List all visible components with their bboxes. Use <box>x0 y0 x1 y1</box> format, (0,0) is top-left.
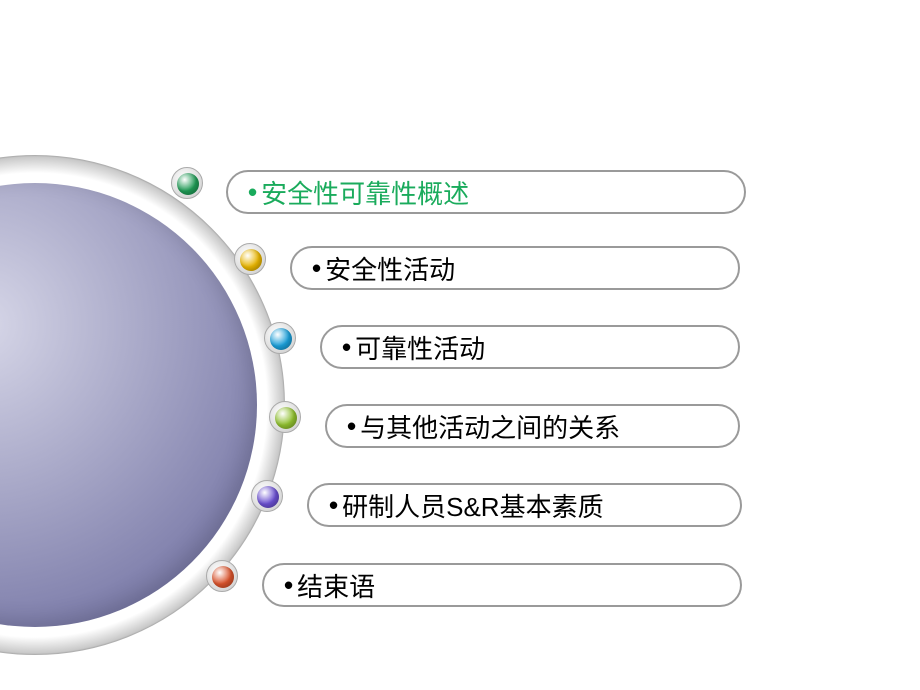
menu-pill-label: 研制人员S&R基本素质 <box>342 487 603 524</box>
node-dot-inner <box>257 486 279 508</box>
menu-pill[interactable]: •结束语 <box>262 563 742 607</box>
menu-pill[interactable]: •安全性活动 <box>290 246 740 290</box>
node-dot <box>234 243 266 275</box>
bullet-icon: • <box>284 570 293 601</box>
menu-pill[interactable]: •安全性可靠性概述 <box>226 170 746 214</box>
node-dot <box>251 480 283 512</box>
menu-pill[interactable]: •可靠性活动 <box>320 325 740 369</box>
bullet-icon: • <box>312 253 321 284</box>
diagram-canvas: •安全性可靠性概述•安全性活动•可靠性活动•与其他活动之间的关系•研制人员S&R… <box>0 0 920 690</box>
bullet-icon: • <box>248 177 257 208</box>
menu-pill[interactable]: •与其他活动之间的关系 <box>325 404 740 448</box>
menu-pill-label: 安全性活动 <box>325 250 455 287</box>
bullet-icon: • <box>329 490 338 521</box>
bullet-icon: • <box>347 411 356 442</box>
node-dot-inner <box>275 407 297 429</box>
menu-pill-label: 与其他活动之间的关系 <box>360 408 620 445</box>
menu-pill-label: 安全性可靠性概述 <box>261 174 469 211</box>
bullet-icon: • <box>342 332 351 363</box>
node-dot-inner <box>212 566 234 588</box>
node-dot <box>206 560 238 592</box>
node-dot <box>269 401 301 433</box>
menu-pill[interactable]: •研制人员S&R基本素质 <box>307 483 742 527</box>
node-dot <box>264 322 296 354</box>
menu-pill-label: 可靠性活动 <box>355 329 485 366</box>
menu-pill-label: 结束语 <box>297 567 375 604</box>
node-dot-inner <box>240 249 262 271</box>
node-dot <box>171 167 203 199</box>
node-dot-inner <box>177 173 199 195</box>
node-dot-inner <box>270 328 292 350</box>
